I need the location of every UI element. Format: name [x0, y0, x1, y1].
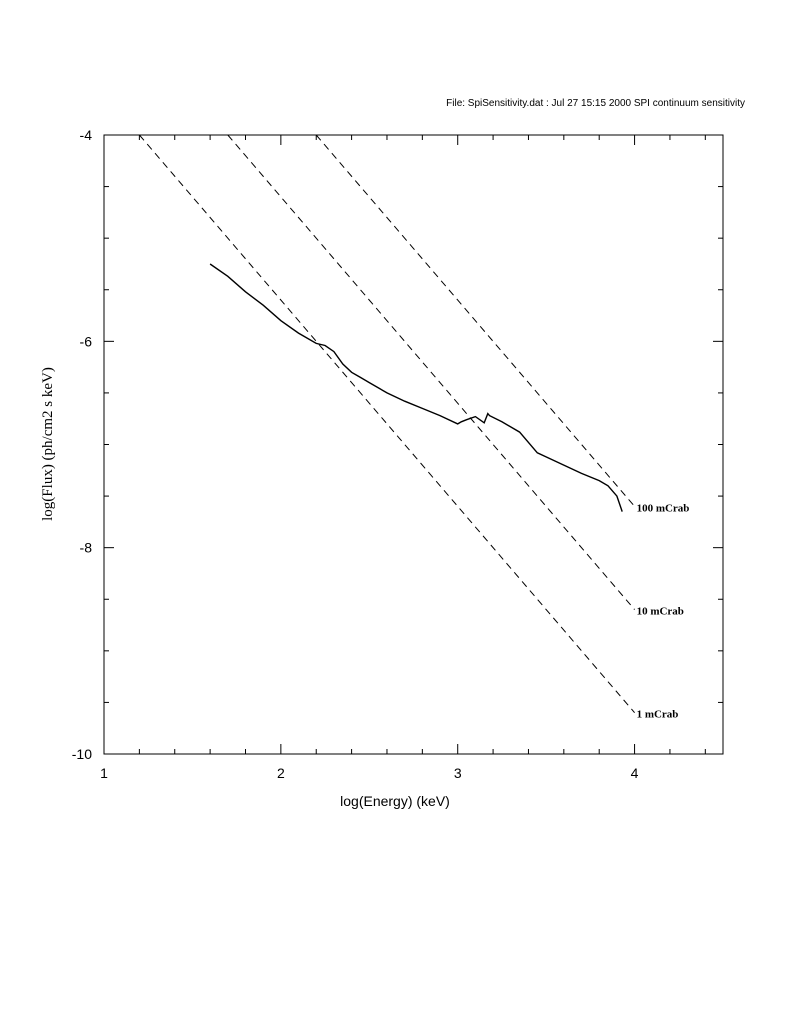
tick-labels: 1 2 3 4 -10 -8 -6 -4	[72, 127, 639, 781]
x-tick-label: 2	[277, 765, 285, 781]
reference-line-1	[315, 134, 635, 507]
series-label: 1 mCrab	[637, 709, 679, 721]
series-label: 100 mCrab	[637, 502, 690, 514]
reference-line-2	[227, 134, 635, 610]
y-tick-label: -4	[80, 127, 93, 143]
y-tick-label: -6	[80, 333, 93, 349]
y-tick-label: -8	[80, 540, 93, 556]
series-group	[139, 134, 635, 714]
tick-marks	[103, 134, 723, 755]
series-labels: 100 mCrab 10 mCrab 1 mCrab	[637, 502, 690, 720]
chart-header: File: SpiSensitivity.dat : Jul 27 15:15 …	[446, 98, 745, 109]
y-tick-label: -10	[72, 746, 92, 762]
x-tick-label: 3	[454, 765, 462, 781]
y-axis-label: log(Flux) (ph/cm2 s keV)	[40, 367, 56, 521]
series-label: 10 mCrab	[637, 606, 684, 618]
sensitivity-curve	[209, 263, 623, 512]
reference-line-3	[139, 134, 635, 714]
plot-frame	[103, 134, 724, 755]
x-tick-label: 4	[631, 765, 639, 781]
x-axis-label: log(Energy) (keV)	[340, 793, 450, 809]
x-tick-label: 1	[100, 765, 108, 781]
